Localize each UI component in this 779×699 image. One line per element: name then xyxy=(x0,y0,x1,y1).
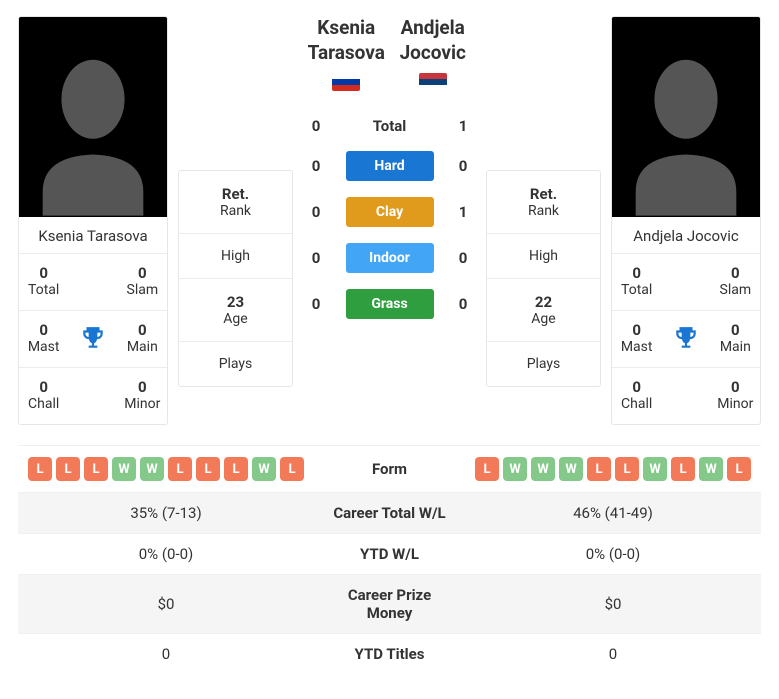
h2h-left-value: 0 xyxy=(303,157,329,175)
player2-stats-card: Ret. Rank High 22 Age Plays xyxy=(486,170,601,387)
compare-right-value: 46% (41-49) xyxy=(465,493,761,534)
h2h-row: 0 Clay 1 xyxy=(303,197,476,227)
compare-right-value: 0 xyxy=(465,634,761,675)
form-pills: LLLWWLLLWL xyxy=(28,457,304,481)
form-win-pill[interactable]: W xyxy=(643,457,667,481)
form-win-pill[interactable]: W xyxy=(112,457,136,481)
title-mast: 0 Mast xyxy=(612,310,661,367)
h2h-left-value: 0 xyxy=(303,203,329,221)
title-main: 0 Main xyxy=(711,310,760,367)
stat-rank: Ret. Rank xyxy=(179,171,292,234)
form-loss-pill[interactable]: L xyxy=(224,457,248,481)
trophy-icon xyxy=(68,310,117,367)
form-win-pill[interactable]: W xyxy=(531,457,555,481)
compare-row: $0Career Prize Money$0 xyxy=(18,575,761,634)
form-win-pill[interactable]: W xyxy=(252,457,276,481)
form-loss-pill[interactable]: L xyxy=(280,457,304,481)
surface-pill-hard[interactable]: Hard xyxy=(346,151,434,181)
h2h-row: 0 Indoor 0 xyxy=(303,243,476,273)
form-loss-pill[interactable]: L xyxy=(84,457,108,481)
player2-name[interactable]: Andjela Jocovic xyxy=(612,217,760,253)
h2h-right-value: 1 xyxy=(450,117,476,135)
title-minor: 0 Minor xyxy=(711,367,760,424)
form-loss-pill[interactable]: L xyxy=(56,457,80,481)
stat-age: 23 Age xyxy=(179,279,292,342)
title-total: 0 Total xyxy=(612,253,661,310)
form-loss-pill[interactable]: L xyxy=(587,457,611,481)
compare-left-value: 0 xyxy=(18,634,314,675)
h2h-left-value: 0 xyxy=(303,295,329,313)
form-loss-pill[interactable]: L xyxy=(727,457,751,481)
title-chall: 0 Chall xyxy=(612,367,661,424)
stat-rank: Ret. Rank xyxy=(487,171,600,234)
surface-pill-grass[interactable]: Grass xyxy=(346,289,434,319)
compare-label: Career Total W/L xyxy=(314,493,465,534)
compare-label: YTD Titles xyxy=(314,634,465,675)
player1-card: Ksenia Tarasova 0 Total 0 Slam 0 Mast 0 xyxy=(18,16,168,425)
surface-pill-clay[interactable]: Clay xyxy=(346,197,434,227)
player2-card: Andjela Jocovic 0 Total 0 Slam 0 Mast 0 xyxy=(611,16,761,425)
stat-age: 22 Age xyxy=(487,279,600,342)
stat-high: High xyxy=(487,234,600,279)
h2h-left-value: 0 xyxy=(303,249,329,267)
flag-russia-icon xyxy=(332,73,360,91)
form-loss-pill[interactable]: L xyxy=(168,457,192,481)
compare-row: 0% (0-0)YTD W/L0% (0-0) xyxy=(18,534,761,575)
h2h-row: 0 Hard 0 xyxy=(303,151,476,181)
compare-label: YTD W/L xyxy=(314,534,465,575)
form-loss-pill[interactable]: L xyxy=(671,457,695,481)
h2h-total-label: Total xyxy=(373,117,407,135)
compare-row: 35% (7-13)Career Total W/L46% (41-49) xyxy=(18,493,761,534)
title-main: 0 Main xyxy=(118,310,167,367)
player1-photo xyxy=(19,17,167,217)
form-win-pill[interactable]: W xyxy=(140,457,164,481)
h2h-left-value: 0 xyxy=(303,117,329,135)
compare-table: LLLWWLLLWLFormLWWWLLWLWL35% (7-13)Career… xyxy=(18,445,761,674)
compare-left-value: $0 xyxy=(18,575,314,634)
form-loss-pill[interactable]: L xyxy=(28,457,52,481)
compare-label: Form xyxy=(314,446,465,493)
form-win-pill[interactable]: W xyxy=(699,457,723,481)
h2h-right-value: 1 xyxy=(450,203,476,221)
player2-photo xyxy=(612,17,760,217)
title-slam: 0 Slam xyxy=(118,253,167,310)
form-loss-pill[interactable]: L xyxy=(196,457,220,481)
h2h-right-value: 0 xyxy=(450,249,476,267)
h2h-right-value: 0 xyxy=(450,295,476,313)
form-win-pill[interactable]: W xyxy=(503,457,527,481)
title-slam: 0 Slam xyxy=(711,253,760,310)
form-win-pill[interactable]: W xyxy=(559,457,583,481)
player2-header[interactable]: Andjela Jocovic xyxy=(390,16,477,95)
title-total: 0 Total xyxy=(19,253,68,310)
form-loss-pill[interactable]: L xyxy=(615,457,639,481)
title-mast: 0 Mast xyxy=(19,310,68,367)
h2h-right-value: 0 xyxy=(450,157,476,175)
compare-right-value: $0 xyxy=(465,575,761,634)
stat-plays: Plays xyxy=(179,342,292,386)
compare-right-value: 0% (0-0) xyxy=(465,534,761,575)
trophy-icon xyxy=(661,310,710,367)
compare-row-form: LLLWWLLLWLFormLWWWLLWLWL xyxy=(18,446,761,493)
compare-left-value: 0% (0-0) xyxy=(18,534,314,575)
player1-stats-card: Ret. Rank High 23 Age Plays xyxy=(178,170,293,387)
compare-row: 0YTD Titles0 xyxy=(18,634,761,675)
compare-label: Career Prize Money xyxy=(314,575,465,634)
title-minor: 0 Minor xyxy=(118,367,167,424)
compare-left-value: 35% (7-13) xyxy=(18,493,314,534)
flag-serbia-icon xyxy=(419,73,447,91)
stat-high: High xyxy=(179,234,292,279)
h2h-row: 0 Total 1 xyxy=(303,117,476,135)
surface-pill-indoor[interactable]: Indoor xyxy=(346,243,434,273)
form-pills: LWWWLLWLWL xyxy=(475,457,751,481)
title-chall: 0 Chall xyxy=(19,367,68,424)
player-silhouette-icon xyxy=(19,17,167,217)
player1-header[interactable]: Ksenia Tarasova xyxy=(303,16,390,95)
stat-plays: Plays xyxy=(487,342,600,386)
center-column: Ksenia Tarasova Andjela Jocovic 0Total10… xyxy=(303,16,476,335)
player-silhouette-icon xyxy=(612,17,760,217)
player1-name[interactable]: Ksenia Tarasova xyxy=(19,217,167,253)
h2h-row: 0 Grass 0 xyxy=(303,289,476,319)
form-loss-pill[interactable]: L xyxy=(475,457,499,481)
